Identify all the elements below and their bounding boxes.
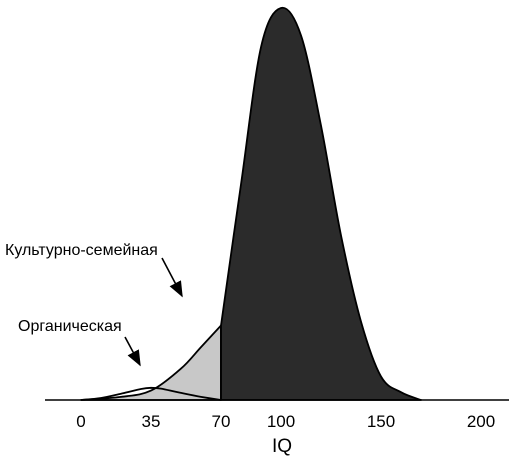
x-tick-label-70: 70 (212, 412, 231, 431)
chart-annotations: Культурно-семейная Органическая (5, 242, 183, 367)
x-tick-label-35: 35 (142, 412, 161, 431)
annotation-cultural-familial-label: Культурно-семейная (5, 242, 158, 259)
x-tick-label-100: 100 (267, 412, 295, 431)
main-distribution-area (220, 6, 422, 401)
annotation-cultural-familial-arrow (161, 257, 183, 298)
chart-areas (80, 6, 422, 401)
annotation-organic-arrow (124, 336, 141, 367)
x-tick-label-150: 150 (367, 412, 395, 431)
chart-curves (80, 386, 222, 401)
cultural-familial-area (80, 324, 222, 401)
x-axis-label: IQ (272, 436, 292, 457)
x-axis-ticks: 0 35 70 100 150 200 (76, 412, 495, 431)
x-tick-label-200: 200 (467, 412, 495, 431)
x-tick-label-0: 0 (76, 412, 85, 431)
annotation-organic-label: Органическая (18, 318, 122, 335)
organic-curve (80, 386, 222, 401)
